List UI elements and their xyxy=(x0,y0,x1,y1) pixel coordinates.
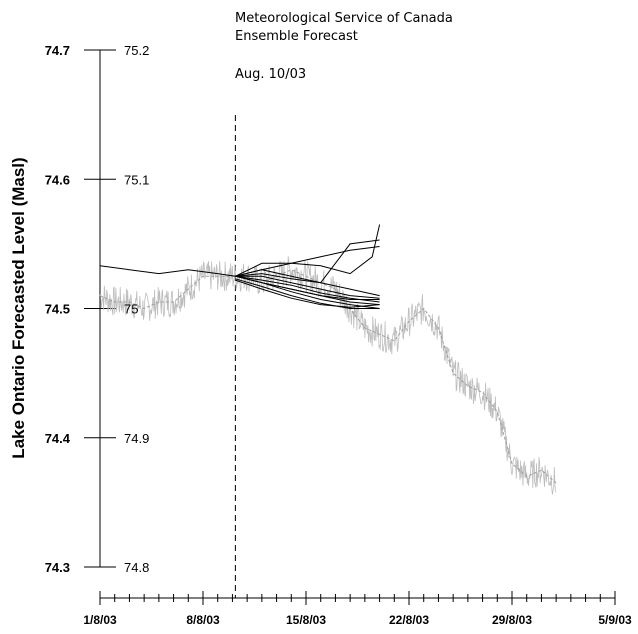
x-tick-label: 15/8/03 xyxy=(286,613,326,627)
x-tick-label: 29/8/03 xyxy=(492,613,532,627)
x-tick-label: 1/8/03 xyxy=(83,613,117,627)
forecast-line-1 xyxy=(99,265,236,277)
forecast-series-layer xyxy=(99,224,381,309)
forecast-line-6 xyxy=(235,275,380,299)
y-tick-label-inner: 75 xyxy=(124,302,138,317)
y-tick-label-outer: 74.6 xyxy=(45,172,70,187)
chart-title-line-2: Ensemble Forecast xyxy=(235,29,358,44)
y-tick-label-outer: 74.5 xyxy=(45,302,70,317)
x-tick-label: 22/8/03 xyxy=(389,613,429,627)
forecast-line-12 xyxy=(235,275,380,303)
y-tick-label-inner: 74.8 xyxy=(124,560,149,575)
y-tick-label-inner: 75.1 xyxy=(124,172,149,187)
tick-label-layer: 74.7 75.2 74.6 75.1 74.5 75 74.4 74.9 74.3 74.8 1/… xyxy=(45,43,632,627)
forecast-line-2 xyxy=(235,224,381,277)
y-axis-title: Lake Ontario Forecasted Level (Masl) xyxy=(9,157,28,458)
forecast-line-5 xyxy=(235,273,380,297)
chart-title-line-1: Meteorological Service of Canada xyxy=(235,11,453,26)
observed-series-layer xyxy=(99,256,557,495)
x-tick-label: 8/8/03 xyxy=(186,613,220,627)
observed-mean-line xyxy=(99,269,557,484)
forecast-line-4 xyxy=(235,246,380,277)
observed-raw-line xyxy=(99,256,556,495)
y-tick-label-outer: 74.3 xyxy=(45,560,70,575)
chart-subtitle: Aug. 10/03 xyxy=(235,67,306,82)
axes-layer xyxy=(84,49,616,605)
x-tick-label: 5/9/03 xyxy=(598,613,632,627)
forecast-line-11 xyxy=(235,275,380,300)
y-tick-label-inner: 75.2 xyxy=(124,43,149,58)
y-tick-label-inner: 74.9 xyxy=(124,431,149,446)
y-tick-label-outer: 74.4 xyxy=(45,431,71,446)
y-tick-label-outer: 74.7 xyxy=(45,43,70,58)
forecast-line-9 xyxy=(235,278,380,309)
forecast-line-10 xyxy=(235,279,380,308)
